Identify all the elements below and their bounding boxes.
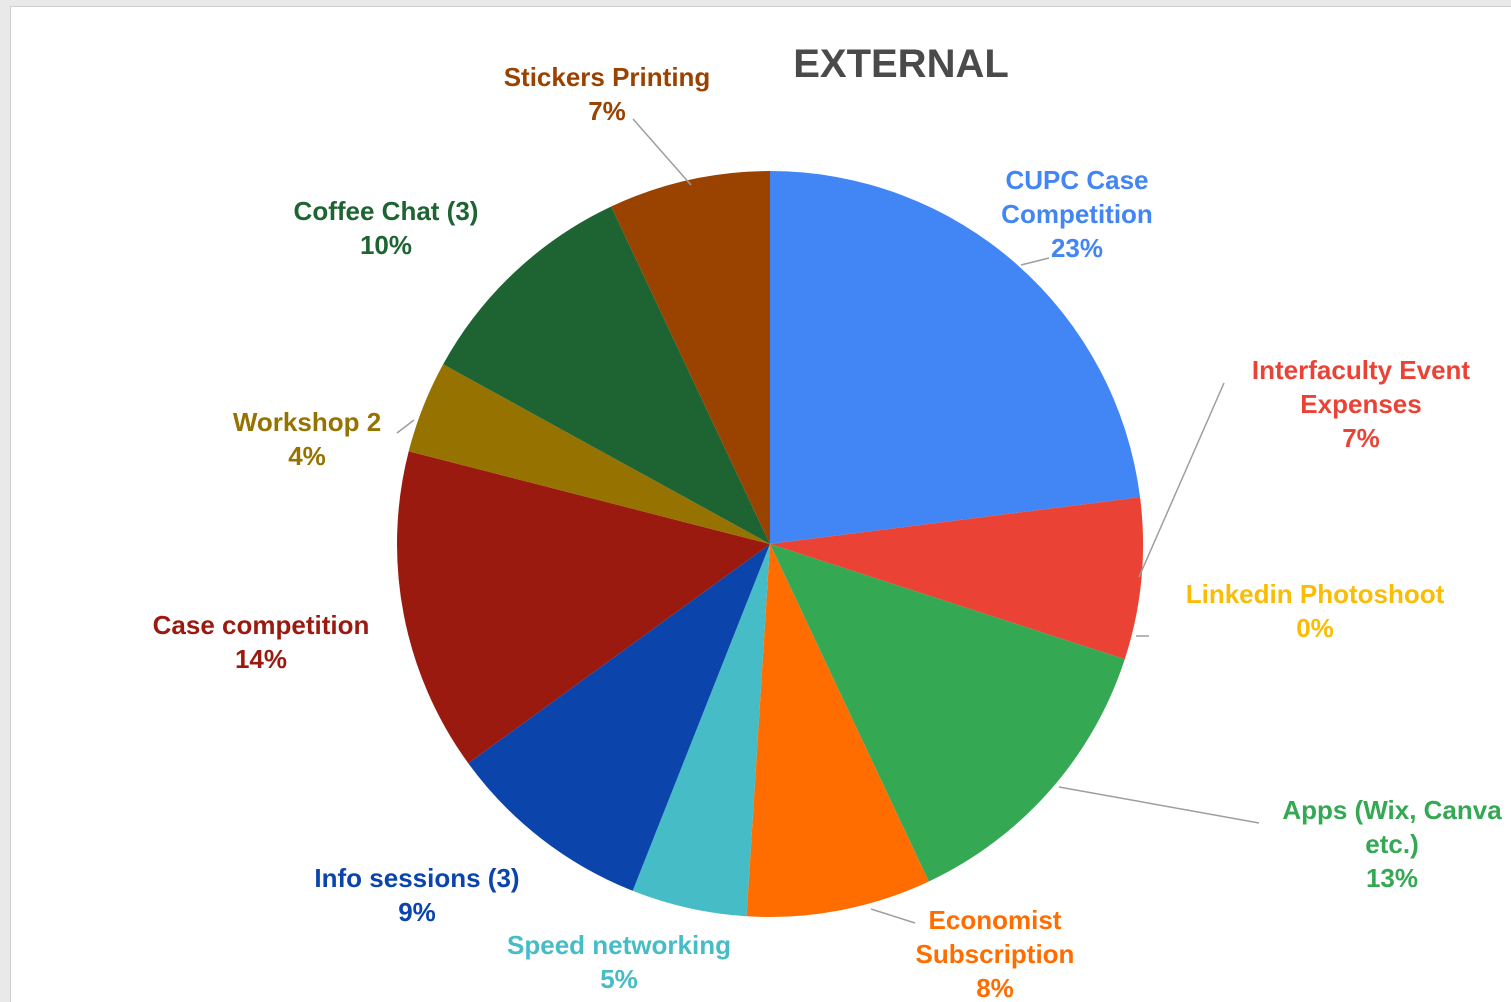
- slice-name-label-speed-networking: Speed networking: [507, 930, 731, 960]
- slice-name-label-coffee-chat-3: Coffee Chat (3): [294, 196, 479, 226]
- pie-slice-stickers-printing: [611, 171, 770, 544]
- slice-name-label-cupc-case-competition: Competition: [1001, 199, 1153, 229]
- leader-line-apps-wix-canva-etc: [1058, 786, 1260, 824]
- slice-name-label-economist-subscription: Economist: [929, 905, 1062, 935]
- slice-name-label-case-competition: Case competition: [153, 610, 370, 640]
- slice-name-label-info-sessions-3: Info sessions (3): [314, 863, 519, 893]
- slice-name-label-apps-wix-canva-etc: Apps (Wix, Canva: [1282, 795, 1502, 825]
- leader-line-interfaculty-event-expenses: [1138, 382, 1225, 578]
- slice-value-label-apps-wix-canva-etc: 13%: [1366, 863, 1418, 893]
- pie-chart: EXTERNAL CUPC Case Competition 23% Interfac…: [153, 42, 1503, 1002]
- leader-lines: [396, 118, 1260, 924]
- slice-labels: CUPC Case Competition 23% Interfaculty Even…: [153, 62, 1503, 1002]
- slice-value-label-case-competition: 14%: [235, 644, 287, 674]
- slice-name-label-cupc-case-competition: CUPC Case: [1005, 165, 1148, 195]
- slice-value-label-economist-subscription: 8%: [976, 973, 1014, 1002]
- slice-name-label-interfaculty-event-expenses: Interfaculty Event: [1252, 355, 1471, 385]
- leader-line-workshop-2: [396, 419, 415, 434]
- slice-value-label-cupc-case-competition: 23%: [1051, 233, 1103, 263]
- pie-slice-info-sessions-3: [468, 544, 770, 891]
- slice-value-label-coffee-chat-3: 10%: [360, 230, 412, 260]
- pie-slice-speed-networking: [632, 544, 770, 917]
- slice-value-label-stickers-printing: 7%: [588, 96, 626, 126]
- slice-name-label-interfaculty-event-expenses: Expenses: [1300, 389, 1421, 419]
- slice-name-label-stickers-printing: Stickers Printing: [504, 62, 711, 92]
- pie-slice-workshop-2: [408, 364, 770, 544]
- chart-frame: EXTERNAL CUPC Case Competition 23% Interfac…: [10, 6, 1511, 1002]
- chart-title: EXTERNAL: [793, 42, 1009, 86]
- pie-slice-interfaculty-event-expenses: [770, 497, 1144, 660]
- pie-slices: [396, 171, 1144, 917]
- leader-line-cupc-case-competition: [1020, 257, 1050, 266]
- pie-slice-coffee-chat-3: [443, 206, 770, 544]
- slice-name-label-linkedin-photoshoot: Linkedin Photoshoot: [1186, 579, 1445, 609]
- leader-line-stickers-printing: [632, 118, 692, 186]
- leader-line-economist-subscription: [870, 908, 916, 924]
- slice-value-label-info-sessions-3: 9%: [398, 897, 436, 927]
- slice-value-label-workshop-2: 4%: [288, 441, 326, 471]
- pie-slice-cupc-case-competition: [770, 171, 1141, 544]
- slice-name-label-workshop-2: Workshop 2: [233, 407, 381, 437]
- slice-name-label-apps-wix-canva-etc: etc.): [1365, 829, 1418, 859]
- slice-value-label-linkedin-photoshoot: 0%: [1296, 613, 1334, 643]
- slice-value-label-speed-networking: 5%: [600, 964, 638, 994]
- pie-slice-apps-wix-canva-etc: [770, 544, 1125, 882]
- pie-slice-economist-subscription: [746, 544, 929, 917]
- pie-slice-case-competition: [396, 451, 770, 764]
- slice-name-label-economist-subscription: Subscription: [916, 939, 1075, 969]
- slice-value-label-interfaculty-event-expenses: 7%: [1342, 423, 1380, 453]
